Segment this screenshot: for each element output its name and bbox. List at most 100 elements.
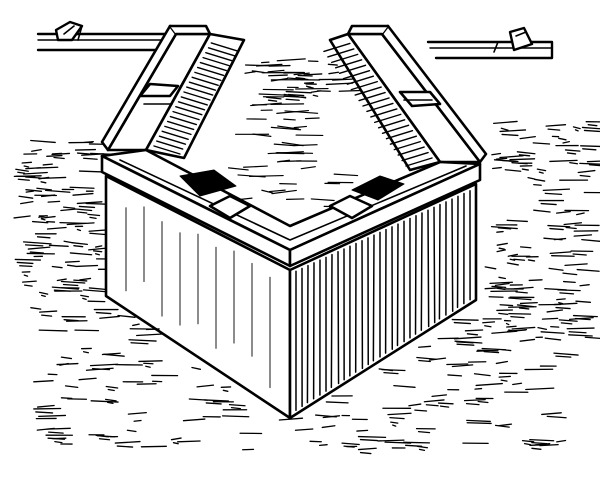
hatch-stroke [346,75,375,85]
hatch-stroke [35,411,54,414]
hatch-stroke [586,160,600,163]
hatch-stroke [555,306,571,310]
hatch-stroke [490,225,518,230]
hatch-stroke [338,64,367,74]
hatch-stroke [82,297,87,301]
hatch-stroke [466,422,492,425]
hatch-stroke [581,238,600,242]
hatch-stroke [95,245,103,248]
hatch-stroke [431,394,448,398]
hatch-stroke [330,253,333,389]
hatch-stroke [244,71,256,74]
hatch-stroke [56,278,67,282]
hatch-stroke [531,447,542,450]
hatch-stroke [405,157,433,167]
hatch-stroke [555,210,571,214]
hatch-stroke [307,86,314,89]
hatch-stroke [508,312,532,315]
hatch-stroke [94,253,100,256]
hatch-stroke [248,174,284,177]
hatch-stroke [366,102,394,113]
hatch-stroke [511,326,536,330]
hatch-stroke [38,215,47,218]
hatch-stroke [88,287,106,291]
hatch-stroke [438,203,441,320]
hatch-stroke [39,310,58,313]
hatch-stroke [558,137,567,141]
hatch-stroke [456,343,475,346]
hatch-stroke [78,205,96,209]
hatch-stroke [29,251,45,254]
hatch-stroke [285,98,300,101]
hatch-stroke [414,409,428,412]
hatch-stroke [370,108,398,118]
hatch-stroke [75,264,99,268]
hatch-stroke [533,178,546,182]
hatch-stroke [293,125,308,129]
hatch-stroke [51,265,63,269]
hatch-stroke [518,307,530,310]
hatch-stroke [473,373,491,377]
hatch-stroke [447,374,463,377]
hatch-stroke [188,81,217,91]
grass-ground [13,58,600,341]
hatch-stroke [74,208,93,212]
hatch-stroke [546,309,564,313]
hatch-stroke [402,441,431,444]
hatch-stroke [322,415,341,419]
hatch-stroke [64,385,79,389]
hatch-stroke [481,347,507,351]
hatch-stroke [40,218,46,221]
hatch-stroke [564,263,588,267]
hatch-stroke [362,97,390,107]
hatch-stroke [549,227,564,231]
hatch-stroke [268,189,286,193]
hatch-stroke [91,367,111,371]
hatch-stroke [498,276,507,280]
hatch-stroke [191,76,219,86]
hatch-stroke [506,219,528,223]
inner-trench [221,69,365,211]
hatch-stroke [126,429,137,433]
hatch-stroke [169,115,198,126]
hatch-stroke [59,362,69,366]
distant-wall-right [426,26,554,60]
hatch-stroke [556,298,566,301]
hatch-stroke [489,281,514,285]
hatch-stroke [494,424,510,428]
hatch-stroke [180,96,208,106]
hatch-stroke [21,161,33,164]
hatch-stroke [392,424,397,427]
hatch-stroke [188,398,209,401]
hatch-stroke [27,246,51,250]
hatch-stroke [95,311,112,315]
hatch-stroke [285,90,312,94]
hatch-stroke [527,259,536,262]
hatch-stroke [44,189,71,193]
hatch-stroke [104,398,117,402]
hatch-stroke [500,379,508,382]
hatch-stroke [466,419,491,423]
hatch-stroke [564,149,581,152]
hatch-stroke [463,398,486,402]
hatch-stroke [357,435,387,439]
hatch-stroke [177,101,206,111]
hatch-stroke [579,162,600,165]
hatch-stroke [533,183,542,186]
hatch-stroke [519,338,536,342]
hatch-stroke [568,334,593,337]
hatch-stroke [512,382,523,386]
hatch-stroke [283,93,307,99]
hatch-stroke [521,168,530,171]
hatch-stroke [222,389,229,392]
hatch-stroke [186,86,214,96]
hatch-stroke [172,442,179,445]
hatch-stroke [544,337,562,341]
hatch-stroke [505,322,510,326]
hatch-stroke [303,73,323,76]
hatch-stroke [60,280,86,284]
hatch-stroke [276,58,306,62]
hatch-stroke [46,154,63,157]
hatch-stroke [114,440,141,444]
grass-foreground [30,278,595,455]
